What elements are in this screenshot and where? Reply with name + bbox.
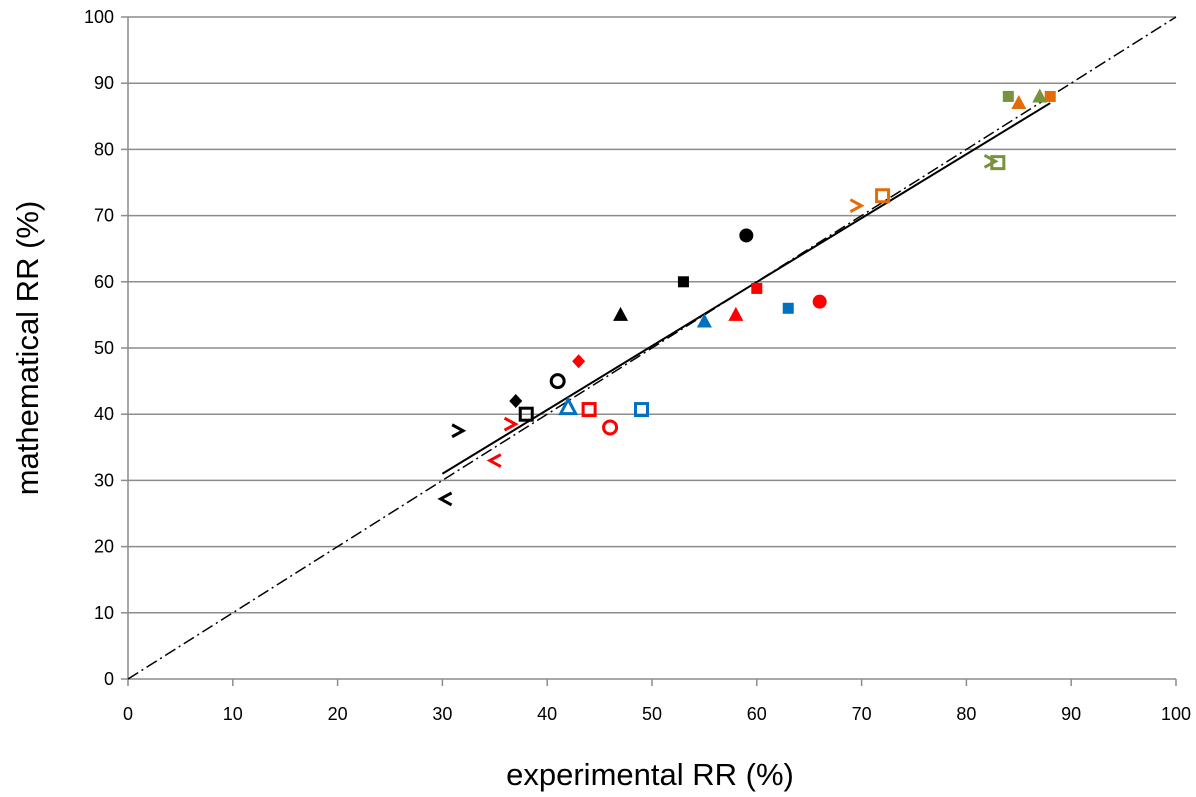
x-tick-label: 30	[432, 704, 452, 724]
green-filled-triangle-point	[1032, 88, 1048, 103]
y-tick-label: 80	[94, 139, 114, 159]
black-filled-diamond-point	[509, 393, 523, 408]
red-filled-circle-point	[812, 294, 827, 309]
x-tick-label: 40	[537, 704, 557, 724]
x-axis-title: experimental RR (%)	[506, 757, 794, 792]
y-tick-label: 90	[94, 73, 114, 93]
x-tick-label: 100	[1161, 704, 1191, 724]
y-tick-label: 70	[94, 206, 114, 226]
y-tick-label: 30	[94, 470, 114, 490]
red-filled-triangle-point	[728, 306, 744, 321]
x-tick-label: 80	[956, 704, 976, 724]
black-open-caret-left-point	[437, 491, 453, 507]
axes	[121, 16, 1177, 686]
y-tick-label: 10	[94, 603, 114, 623]
tick-labels: 0 10 20 30 40 50 60 70 80 90 100 0 10 20 30 40 50 60 70 80 9…	[84, 7, 1191, 724]
y-axis-title: mathematical RR (%)	[10, 201, 45, 496]
y-tick-label: 40	[94, 404, 114, 424]
y-tick-label: 0	[104, 669, 114, 689]
black-open-caret-right-point	[451, 423, 467, 439]
red-open-circle-point	[602, 419, 619, 436]
orange-filled-square-point	[1044, 90, 1056, 102]
black-open-square-point	[518, 406, 534, 422]
x-tick-label: 50	[642, 704, 662, 724]
red-open-caret-left-point	[486, 453, 502, 468]
x-tick-label: 10	[223, 704, 243, 724]
red-open-caret-right-point	[503, 416, 519, 432]
x-tick-label: 20	[328, 704, 348, 724]
blue-open-square-point	[634, 402, 650, 418]
reference-lines	[127, 16, 1177, 680]
x-tick-label: 90	[1061, 704, 1081, 724]
green-filled-square-point	[1002, 90, 1014, 102]
y-tick-label: 60	[94, 272, 114, 292]
y-tick-label: 100	[84, 7, 114, 27]
blue-filled-square-point	[782, 302, 794, 314]
orange-open-square-point	[875, 188, 891, 204]
y-tick-label: 20	[94, 537, 114, 557]
red-open-square-point	[581, 402, 597, 418]
black-filled-circle-point	[739, 228, 754, 243]
x-tick-label: 0	[123, 704, 133, 724]
x-tick-label: 60	[747, 704, 767, 724]
red-filled-diamond-point	[572, 354, 586, 369]
blue-filled-triangle-point	[696, 313, 712, 328]
blue-open-triangle-point	[558, 396, 579, 416]
green-open-caret-right-point	[983, 153, 999, 169]
black-filled-square-point	[677, 276, 689, 288]
identity-line	[127, 16, 1177, 680]
orange-filled-triangle-point	[1011, 95, 1027, 110]
y-tick-label: 50	[94, 338, 114, 358]
black-filled-triangle-point	[613, 306, 629, 321]
orange-open-caret-right-point	[849, 198, 865, 213]
red-filled-square-point	[751, 282, 763, 294]
data-points	[437, 88, 1056, 507]
black-open-circle-point	[549, 373, 566, 390]
x-tick-label: 70	[852, 704, 872, 724]
